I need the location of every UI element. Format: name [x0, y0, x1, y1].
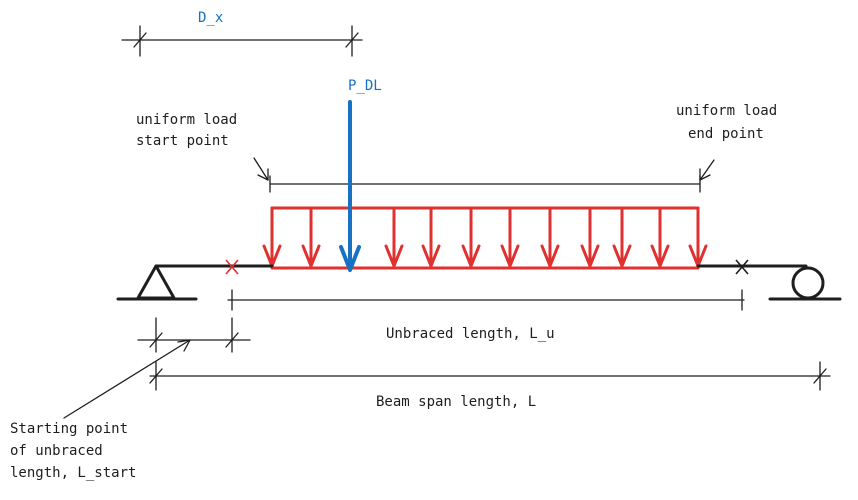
roller-support	[768, 266, 842, 301]
right-brace-point	[735, 259, 749, 275]
load-start-label-line2: start point	[136, 133, 229, 149]
unbraced-length-label: Unbraced length, L_u	[386, 326, 555, 342]
load-end-label-line2: end point	[688, 126, 764, 142]
load-start-pointer	[253, 157, 269, 181]
load-extent-dimension	[269, 175, 701, 193]
beam-span-label: Beam span length, L	[376, 394, 536, 410]
start-label-line3: length, L_start	[10, 465, 136, 481]
start-label-line2: of unbraced	[10, 443, 103, 459]
l-start-dimension	[137, 317, 251, 353]
load-end-label-line1: uniform load	[676, 103, 777, 119]
pin-support	[116, 264, 198, 301]
point-load-label: P_DL	[348, 78, 382, 94]
dx-dimension	[121, 25, 363, 57]
load-end-pointer	[699, 159, 715, 181]
load-start-label-line1: uniform load	[136, 112, 237, 128]
unbraced-length-dimension	[227, 289, 745, 311]
dx-label: D_x	[198, 10, 223, 26]
start-label-line1: Starting point	[10, 421, 128, 437]
beam-span-dimension	[149, 361, 831, 391]
point-load-arrow	[339, 100, 361, 272]
start-point-pointer	[63, 339, 191, 419]
distributed-load-arrows	[262, 206, 708, 268]
distributed-load	[262, 206, 708, 270]
left-brace-point	[225, 259, 239, 275]
